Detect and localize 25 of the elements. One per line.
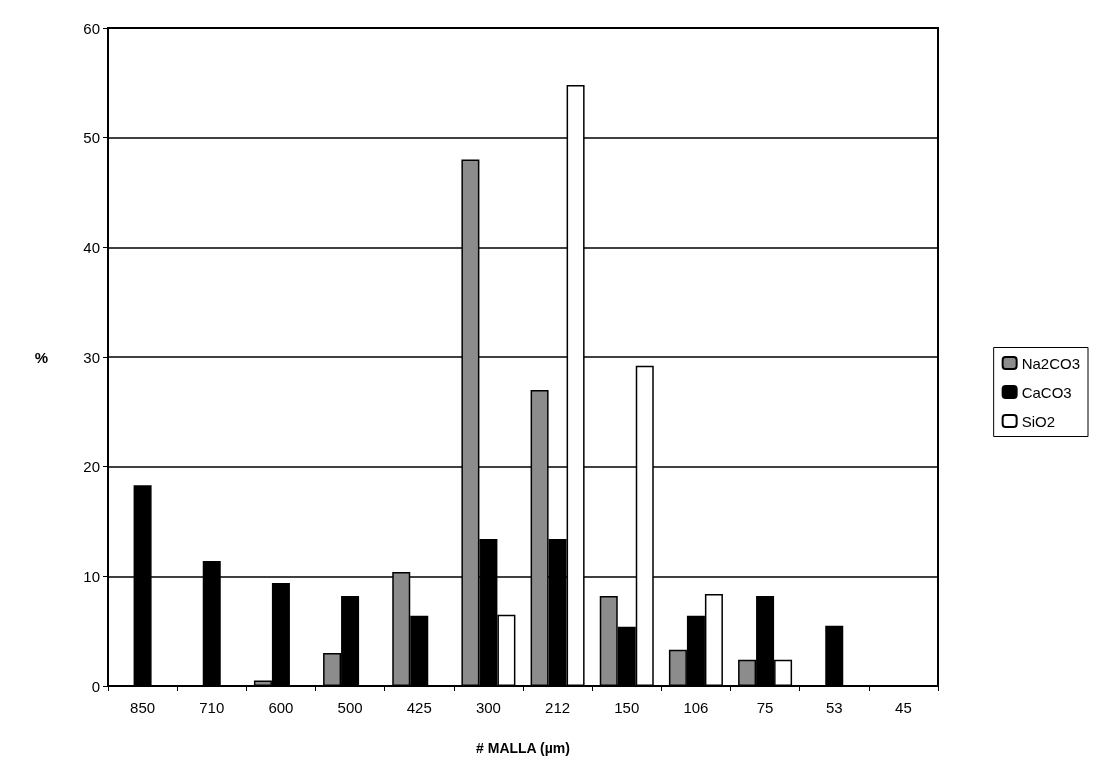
y-tick-label: 10 xyxy=(83,567,100,585)
y-tick-label: 50 xyxy=(83,129,100,147)
x-tick-label: 850 xyxy=(130,699,156,716)
legend-label: Na2CO3 xyxy=(1021,354,1080,372)
x-tick-label: 425 xyxy=(406,699,432,716)
x-tick-label: 45 xyxy=(895,699,912,716)
x-tick-label: 75 xyxy=(756,699,774,716)
legend-label: SiO2 xyxy=(1021,412,1055,430)
x-tick-label: 710 xyxy=(199,699,225,716)
x-tick-label: 600 xyxy=(268,699,294,716)
x-tick-label: 150 xyxy=(614,699,640,716)
y-tick-label: 20 xyxy=(83,458,100,476)
x-tick-label: 106 xyxy=(683,699,709,716)
y-tick-label: 60 xyxy=(83,19,100,37)
y-tick-label: 0 xyxy=(91,677,100,695)
x-tick-label: 500 xyxy=(337,699,363,716)
y-tick-label: 30 xyxy=(83,348,100,366)
x-tick-label: 53 xyxy=(825,699,843,716)
x-axis-title: # MALLA (µm) xyxy=(476,740,570,756)
legend-label: CaCO3 xyxy=(1021,383,1072,401)
y-tick-label: 40 xyxy=(83,238,100,256)
bar xyxy=(825,625,844,686)
x-tick-label: 300 xyxy=(475,699,501,716)
y-axis-title: % xyxy=(34,348,48,366)
x-tick-label: 212 xyxy=(545,699,571,716)
